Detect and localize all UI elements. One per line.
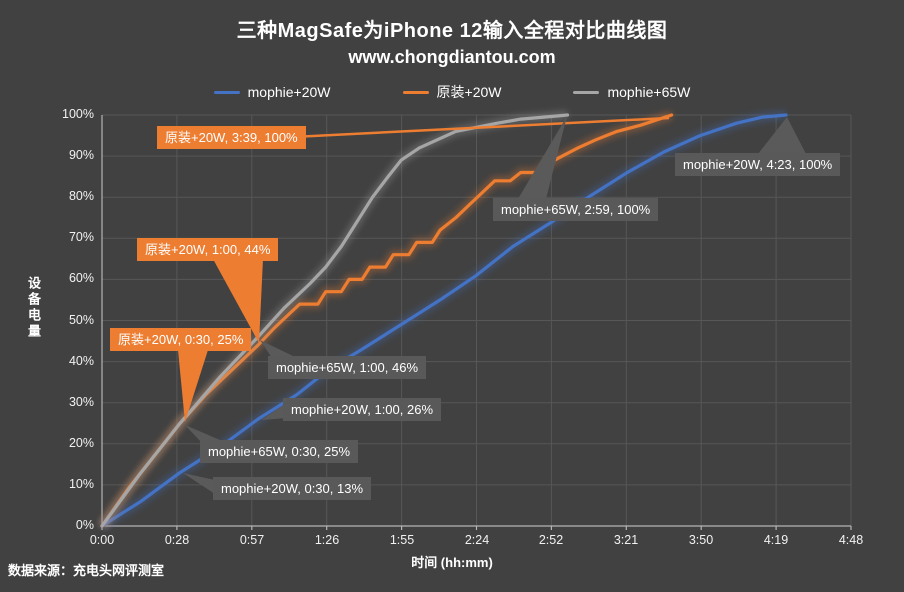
annotation-pointer [260, 340, 297, 358]
x-tick-label: 0:00 [89, 533, 115, 547]
y-tick-label: 20% [68, 436, 94, 450]
annotation-pointer [178, 350, 208, 422]
x-tick-label: 2:24 [464, 533, 490, 547]
legend-label: mophie+20W [247, 84, 331, 100]
x-tick-label: 3:21 [613, 533, 639, 547]
annotation-callout: mophie+20W, 1:00, 26% [283, 398, 442, 421]
legend-item-mophie-65w[interactable]: mophie+65W [573, 84, 690, 100]
x-tick-label: 4:19 [763, 533, 789, 547]
annotation-callout: mophie+65W, 2:59, 100% [493, 198, 659, 221]
chart-subtitle: www.chongdiantou.com [348, 47, 556, 67]
annotation-callout: mophie+20W, 0:30, 13% [213, 477, 372, 500]
annotation-leader-line [292, 116, 670, 139]
annotation-pointer [213, 259, 263, 343]
annotation-pointer [758, 117, 806, 154]
annotation-pointer [185, 425, 227, 443]
x-tick-label: 4:48 [838, 533, 864, 547]
y-tick-label: 100% [62, 107, 94, 121]
annotation-callout: 原装+20W, 1:00, 44% [137, 238, 279, 261]
y-tick-label: 10% [68, 477, 94, 491]
y-tick-label: 0% [75, 518, 94, 532]
y-tick-label: 90% [68, 148, 94, 162]
legend-swatch-orange-icon [402, 90, 429, 94]
y-tick-label: 50% [68, 313, 94, 327]
x-tick-label: 0:28 [164, 533, 190, 547]
x-tick-label: 3:50 [688, 533, 714, 547]
annotation-callout: 原装+20W, 3:39, 100% [157, 126, 306, 149]
annotation-callout: mophie+65W, 0:30, 25% [200, 440, 359, 463]
y-axis-title: 设备电量 [26, 276, 41, 340]
series-line-mophie-65w[interactable] [100, 113, 570, 528]
x-axis-title: 时间 (hh:mm) [411, 555, 493, 570]
legend-item-yuanzhuang-20w[interactable]: 原装+20W [402, 82, 502, 102]
y-tick-label: 30% [68, 395, 94, 409]
x-tick-label: 1:26 [314, 533, 340, 547]
y-tick-label: 60% [68, 271, 94, 285]
annotation-pointer [518, 116, 567, 199]
annotation-callout: mophie+65W, 1:00, 46% [268, 356, 427, 379]
legend-label: 原装+20W [436, 84, 502, 100]
y-tick-label: 80% [68, 189, 94, 203]
x-tick-label: 0:57 [239, 533, 265, 547]
annotation-pointer [261, 403, 287, 420]
annotation-callout: mophie+20W, 4:23, 100% [675, 153, 841, 176]
y-tick-label: 70% [68, 230, 94, 244]
legend: mophie+20W 原装+20W mophie+65W [0, 82, 904, 102]
annotation-pointer [183, 473, 215, 494]
data-source-note: 数据来源：充电头网评测室 [8, 563, 165, 578]
chart-title: 三种MagSafe为iPhone 12输入全程对比曲线图 [236, 20, 668, 42]
legend-swatch-gray-icon [573, 90, 600, 94]
x-tick-label: 2:52 [538, 533, 564, 547]
annotation-callout: 原装+20W, 0:30, 25% [110, 328, 252, 351]
x-tick-label: 1:55 [389, 533, 415, 547]
legend-label: mophie+65W [607, 84, 691, 100]
legend-item-mophie-20w[interactable]: mophie+20W [213, 84, 331, 100]
legend-swatch-blue-icon [213, 90, 240, 94]
y-tick-label: 40% [68, 354, 94, 368]
